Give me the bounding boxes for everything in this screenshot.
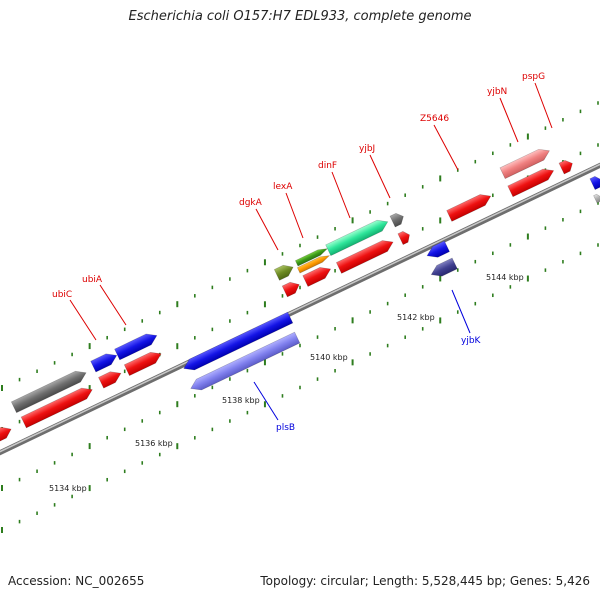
gene-feature[interactable] xyxy=(325,216,391,257)
gene-feature[interactable] xyxy=(296,253,331,274)
gene-feature[interactable] xyxy=(123,348,163,377)
gene-label-plsB: plsB xyxy=(276,423,295,433)
gene-label-yjbK: yjbK xyxy=(461,336,482,346)
gene-feature[interactable] xyxy=(188,331,301,394)
gene-feature[interactable] xyxy=(294,246,329,267)
label-leader-lines xyxy=(69,82,553,421)
gene-label-dinF: dinF xyxy=(318,161,337,171)
leader-line xyxy=(534,82,553,129)
gene-feature[interactable] xyxy=(90,350,120,373)
leader-line xyxy=(285,192,304,239)
gene-feature[interactable] xyxy=(589,174,600,190)
gene-label-pspG: pspG xyxy=(522,72,545,82)
gene-label-dgkA: dgkA xyxy=(239,198,263,208)
gene-feature[interactable] xyxy=(98,368,123,389)
gene-feature[interactable] xyxy=(302,264,333,287)
gene-label-lexA: lexA xyxy=(273,182,293,192)
gene-label-ubiC: ubiC xyxy=(52,290,72,300)
leader-line xyxy=(69,299,97,341)
genome-summary-text: Topology: circular; Length: 5,528,445 bp… xyxy=(260,574,590,588)
leader-line xyxy=(253,381,279,421)
map-title: Escherichia coli O157:H7 EDL933, complet… xyxy=(128,9,472,24)
gene-feature[interactable] xyxy=(181,311,294,374)
gene-label-yjbN: yjbN xyxy=(487,87,507,97)
gene-label-ubiA: ubiA xyxy=(82,275,103,285)
gene-feature[interactable] xyxy=(397,229,412,245)
gene-feature[interactable] xyxy=(558,158,575,175)
gene-feature[interactable] xyxy=(593,193,600,204)
gene-feature[interactable] xyxy=(424,240,450,261)
kbp-label-5138: 5138 kbp xyxy=(222,396,260,405)
kbp-label-5136: 5136 kbp xyxy=(135,439,173,448)
leader-line xyxy=(369,154,391,199)
leader-line xyxy=(255,208,279,251)
gene-feature[interactable] xyxy=(281,279,302,298)
leader-line xyxy=(99,284,127,326)
gene-label-Z5646: Z5646 xyxy=(420,114,449,124)
gene-feature[interactable] xyxy=(0,424,14,443)
gene-feature[interactable] xyxy=(20,384,95,429)
kbp-label-5134: 5134 kbp xyxy=(49,484,87,493)
kbp-label-5142: 5142 kbp xyxy=(397,313,435,322)
gene-feature[interactable] xyxy=(499,145,552,180)
gene-labels: ubiC ubiA dgkA lexA dinF yjbJ Z5646 yjbN… xyxy=(52,72,545,433)
genome-backbone xyxy=(0,162,600,456)
kbp-label-5140: 5140 kbp xyxy=(310,353,348,362)
gene-feature[interactable] xyxy=(10,367,88,414)
gene-feature[interactable] xyxy=(446,191,494,222)
gene-feature[interactable] xyxy=(114,330,160,361)
gene-feature[interactable] xyxy=(389,211,406,228)
kbp-label-5144: 5144 kbp xyxy=(486,273,524,282)
leader-line xyxy=(451,289,471,334)
kbp-labels: 5134 kbp 5136 kbp 5138 kbp 5140 kbp 5142… xyxy=(49,273,524,493)
gene-feature[interactable] xyxy=(335,237,395,274)
leader-line xyxy=(331,171,351,219)
accession-text: Accession: NC_002655 xyxy=(8,574,145,588)
gene-label-yjbJ: yjbJ xyxy=(359,144,375,154)
gene-feature[interactable] xyxy=(273,262,295,281)
gene-features xyxy=(0,145,600,443)
leader-line xyxy=(433,124,459,171)
gene-feature[interactable] xyxy=(429,257,458,280)
leader-line xyxy=(499,97,519,143)
gene-feature[interactable] xyxy=(507,165,556,198)
